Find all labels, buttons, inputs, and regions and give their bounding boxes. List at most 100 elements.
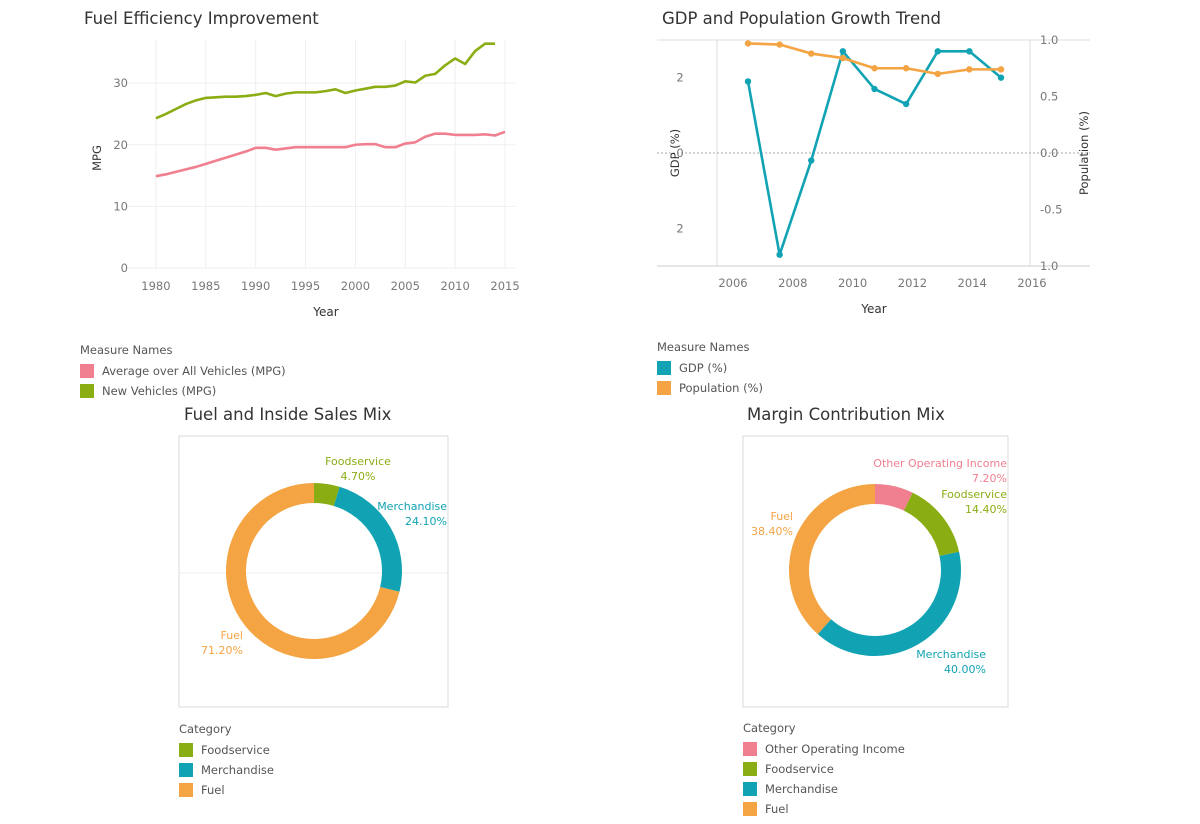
legend-swatch	[743, 742, 757, 756]
slice-label-fuel: Fuel	[220, 629, 243, 642]
y-left-axis-label: GDP (%)	[668, 129, 682, 177]
y-right-axis-label: Population (%)	[1077, 111, 1091, 195]
legend-item-population[interactable]: Population (%)	[657, 378, 763, 398]
slice-value-foodservice: 4.70%	[341, 470, 376, 483]
x-tick-label: 2000	[341, 279, 370, 293]
y-left-tick-label: 2	[676, 221, 683, 235]
y-axis-label: MPG	[90, 145, 104, 171]
legend-label: GDP (%)	[679, 361, 728, 375]
x-tick-label: 2006	[718, 276, 747, 290]
y-right-tick-label: 0.5	[1040, 90, 1058, 104]
data-point-population	[966, 66, 973, 73]
legend-item-foodservice[interactable]: Foodservice	[179, 740, 274, 760]
legend-label: New Vehicles (MPG)	[102, 384, 217, 398]
chart1-title: Fuel Efficiency Improvement	[84, 9, 319, 28]
legend-label: Population (%)	[679, 381, 763, 395]
legend-swatch	[80, 364, 94, 378]
data-point-population	[902, 65, 910, 72]
legend-item-fuel[interactable]: Fuel	[743, 799, 905, 819]
legend-item-merchandise[interactable]: Merchandise	[179, 760, 274, 780]
sales-mix-donut: Foodservice 4.70% Merchandise 24.10% Fuel 71.…	[178, 435, 449, 708]
data-point-gdp	[744, 78, 752, 85]
margin-mix-donut: Other Operating Income 7.20% Foodservice 14…	[742, 435, 1009, 708]
legend-label: Merchandise	[765, 782, 838, 796]
x-tick-label: 2010	[838, 276, 867, 290]
chart4-title: Margin Contribution Mix	[747, 405, 945, 424]
data-point-gdp	[808, 157, 815, 164]
legend-item-fuel[interactable]: Fuel	[179, 780, 274, 800]
legend-label: Foodservice	[765, 762, 834, 776]
chart2-legend-title: Measure Names	[657, 340, 750, 354]
x-axis-label: Year	[860, 302, 886, 316]
legend-label: Fuel	[765, 802, 789, 816]
slice-value-other-operating-income: 7.20%	[972, 472, 1007, 485]
x-tick-label: 2012	[898, 276, 927, 290]
data-point-gdp	[839, 48, 847, 55]
chart3-legend: Category Foodservice Merchandise Fuel	[179, 722, 274, 800]
legend-item-merchandise[interactable]: Merchandise	[743, 779, 905, 799]
legend-swatch	[657, 381, 671, 395]
donut-slice-other-operating-income	[875, 484, 913, 511]
slice-value-merchandise: 24.10%	[405, 515, 447, 528]
x-tick-label: 2015	[490, 279, 519, 293]
chart4-legend-title: Category	[743, 721, 796, 735]
chart3-legend-title: Category	[179, 722, 232, 736]
slice-label-foodservice: Foodservice	[941, 488, 1007, 501]
legend-label: Foodservice	[201, 743, 270, 757]
data-point-population	[808, 50, 815, 57]
legend-label: Merchandise	[201, 763, 274, 777]
data-point-gdp	[934, 48, 941, 55]
gdp-population-chart: 2006 2008 2010 2012 2014 2016 2 0 2 1.0 0.5 0.0 -0.5…	[657, 33, 1091, 316]
chart2-legend: Measure Names GDP (%) Population (%)	[657, 340, 763, 398]
chart-frame	[178, 435, 449, 708]
x-tick-label: 1985	[191, 279, 220, 293]
chart3-title: Fuel and Inside Sales Mix	[184, 405, 392, 424]
legend-label: Other Operating Income	[765, 742, 905, 756]
x-tick-label: 2008	[778, 276, 807, 290]
legend-item-other-operating-income[interactable]: Other Operating Income	[743, 739, 905, 759]
slice-label-foodservice: Foodservice	[325, 455, 391, 468]
chart4-legend: Category Other Operating Income Foodservi…	[743, 721, 905, 819]
legend-label: Fuel	[201, 783, 225, 797]
donut-slice-merchandise	[333, 486, 403, 592]
chart1-legend-title: Measure Names	[80, 343, 173, 357]
x-tick-label: 1990	[241, 279, 270, 293]
legend-item-new-vehicles-mpg[interactable]: New Vehicles (MPG)	[80, 381, 286, 401]
slice-value-foodservice: 14.40%	[965, 503, 1007, 516]
legend-swatch	[80, 384, 94, 398]
legend-item-gdp[interactable]: GDP (%)	[657, 358, 763, 378]
chart-frame	[742, 435, 1009, 708]
series-line-average-over-all-vehicles-mpg	[155, 130, 506, 178]
legend-swatch	[743, 762, 757, 776]
legend-swatch	[179, 743, 193, 757]
chart2-title: GDP and Population Growth Trend	[662, 9, 942, 28]
slice-label-merchandise: Merchandise	[377, 500, 447, 513]
x-axis-label: Year	[312, 305, 338, 319]
y-right-tick-label: 1.0	[1040, 259, 1058, 273]
legend-swatch	[179, 783, 193, 797]
legend-label: Average over All Vehicles (MPG)	[102, 364, 286, 378]
y-tick-label: 20	[113, 138, 128, 152]
y-right-tick-label: 0.0	[1040, 146, 1058, 160]
legend-swatch	[179, 763, 193, 777]
data-point-gdp	[871, 85, 878, 93]
data-point-population	[744, 40, 752, 47]
slice-label-fuel: Fuel	[770, 510, 793, 523]
x-tick-label: 2016	[1017, 276, 1046, 290]
x-tick-label: 2014	[958, 276, 987, 290]
data-point-gdp	[902, 100, 910, 108]
y-tick-label: 30	[113, 76, 128, 90]
donut-slice-fuel	[789, 484, 875, 635]
slice-value-fuel: 38.40%	[751, 525, 793, 538]
x-tick-label: 1995	[291, 279, 320, 293]
x-tick-label: 2005	[391, 279, 420, 293]
y-left-tick-label: 0	[676, 146, 683, 160]
legend-swatch	[743, 782, 757, 796]
data-point-gdp	[997, 74, 1005, 81]
legend-item-average-over-all-vehicles-mpg[interactable]: Average over All Vehicles (MPG)	[80, 361, 286, 381]
legend-item-foodservice[interactable]: Foodservice	[743, 759, 905, 779]
slice-value-merchandise: 40.00%	[944, 663, 986, 676]
donut-slice-foodservice	[314, 483, 340, 506]
y-tick-label: 0	[121, 261, 128, 275]
donut-slice-foodservice	[903, 492, 960, 557]
